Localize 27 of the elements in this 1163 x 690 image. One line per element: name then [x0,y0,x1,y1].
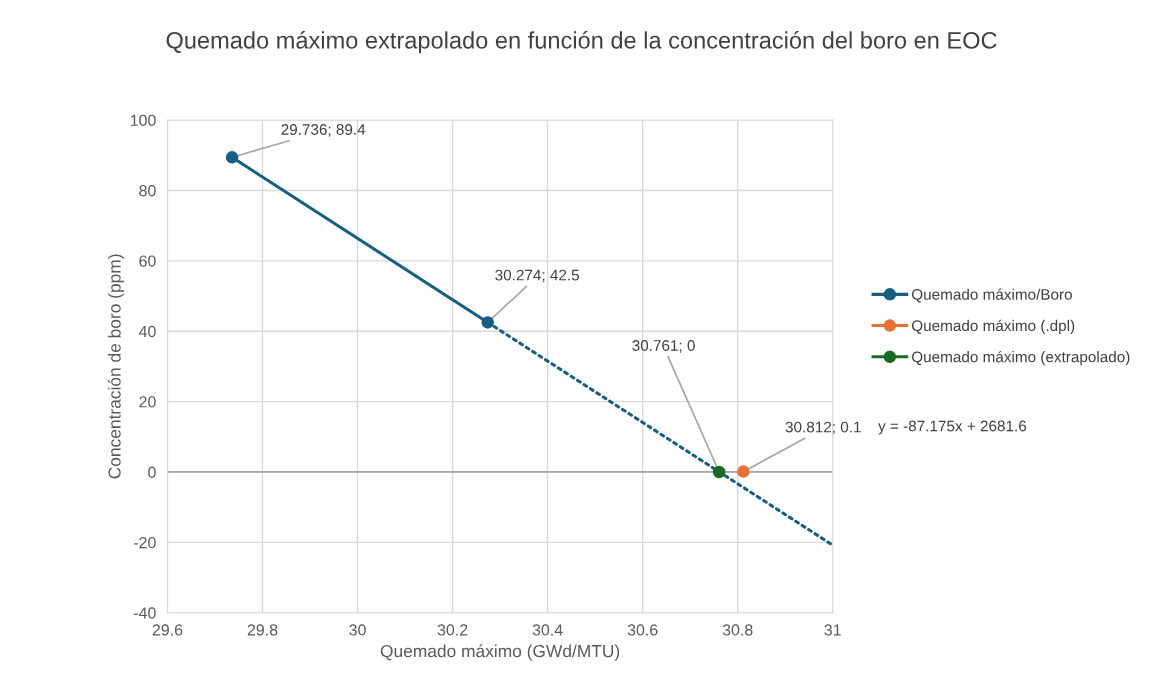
data-label: 30.274; 42.5 [495,269,579,283]
x-tick-label: 30.2 [437,624,468,636]
x-tick-label: 31 [824,624,841,636]
text: y = -87.175x + 2681.6 [878,420,1027,435]
x-tick-label: 30 [349,624,366,636]
x-tick-label: 30.4 [532,624,563,636]
legend-label: Quemado máximo/Boro [911,288,1072,303]
y-axis-title: Concentración de boro (ppm) [107,254,125,479]
y-tick-label: 40 [138,325,156,338]
legend-label: Quemado máximo (.dpl) [911,319,1075,335]
data-label: 30.761; 0 [632,340,695,353]
data-label: 29.736; 89.4 [281,124,366,137]
x-tick-label: 29.8 [247,624,278,636]
y-tick-label: -20 [133,536,156,549]
x-tick-label: 30.6 [627,624,658,636]
y-tick-label: -40 [133,607,156,619]
x-tick-label: 30.8 [722,624,753,636]
y-tick-label: 0 [148,466,156,478]
y-tick-label: 20 [139,396,156,408]
y-tick-label: 100 [130,114,156,126]
legend-label: Quemado máximo (extrapolado) [911,350,1130,366]
chart-title: Quemado máximo extrapolado en función de la concentración del boro en EOC [166,31,997,54]
data-label: 30.812; 0.1 [785,421,861,435]
x-axis-title: Quemado máximo (GWd/MTU) [380,644,620,661]
x-tick-label: 29.6 [152,624,183,636]
y-tick-label: 60 [139,255,156,267]
y-tick-label: 80 [139,185,156,197]
